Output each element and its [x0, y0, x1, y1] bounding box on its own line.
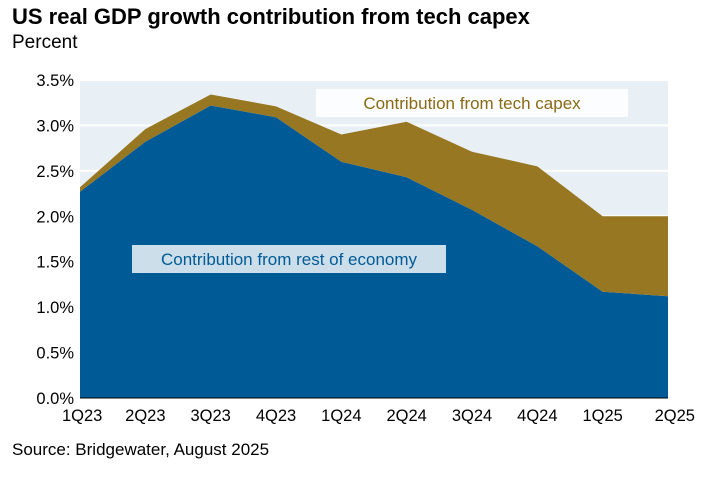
y-tick-label: 3.0% — [36, 117, 74, 135]
y-tick-label: 1.0% — [36, 299, 74, 317]
x-tick-label: 1Q23 — [62, 407, 102, 425]
x-tick-label: 2Q25 — [655, 407, 695, 425]
x-tick-labels: 1Q23 2Q23 3Q23 4Q23 1Q24 2Q24 3Q24 4Q24 1Q25 2Q25 — [62, 407, 695, 425]
x-tick-label: 3Q23 — [190, 407, 230, 425]
y-tick-labels: 0.0% 0.5% 1.0% 1.5% 2.0% 2.5% 3.0% 3.5% — [36, 72, 74, 408]
rest-of-economy-label: Contribution from rest of economy — [161, 250, 418, 269]
rest-of-economy-label-box — [132, 245, 446, 273]
y-tick-label: 0.0% — [36, 390, 74, 408]
x-tick-label: 1Q24 — [321, 407, 361, 425]
chart-subtitle: Percent — [12, 32, 78, 53]
x-tick-label: 2Q23 — [125, 407, 165, 425]
tech-capex-label: Contribution from tech capex — [363, 94, 581, 113]
x-tick-label: 2Q24 — [386, 407, 426, 425]
y-tick-label: 0.5% — [36, 345, 74, 363]
source-note: Source: Bridgewater, August 2025 — [12, 440, 270, 459]
x-tick-label: 4Q23 — [256, 407, 296, 425]
y-tick-label: 2.0% — [36, 208, 74, 226]
x-tick-label: 1Q25 — [582, 407, 622, 425]
y-tick-label: 1.5% — [36, 254, 74, 272]
chart-title: US real GDP growth contribution from tec… — [12, 4, 530, 29]
x-tick-label: 4Q24 — [517, 407, 557, 425]
y-tick-label: 3.5% — [36, 72, 74, 90]
area-tech-capex — [80, 94, 668, 297]
x-tick-label: 3Q24 — [452, 407, 492, 425]
tech-capex-label-box — [316, 89, 628, 117]
y-tick-label: 2.5% — [36, 163, 74, 181]
